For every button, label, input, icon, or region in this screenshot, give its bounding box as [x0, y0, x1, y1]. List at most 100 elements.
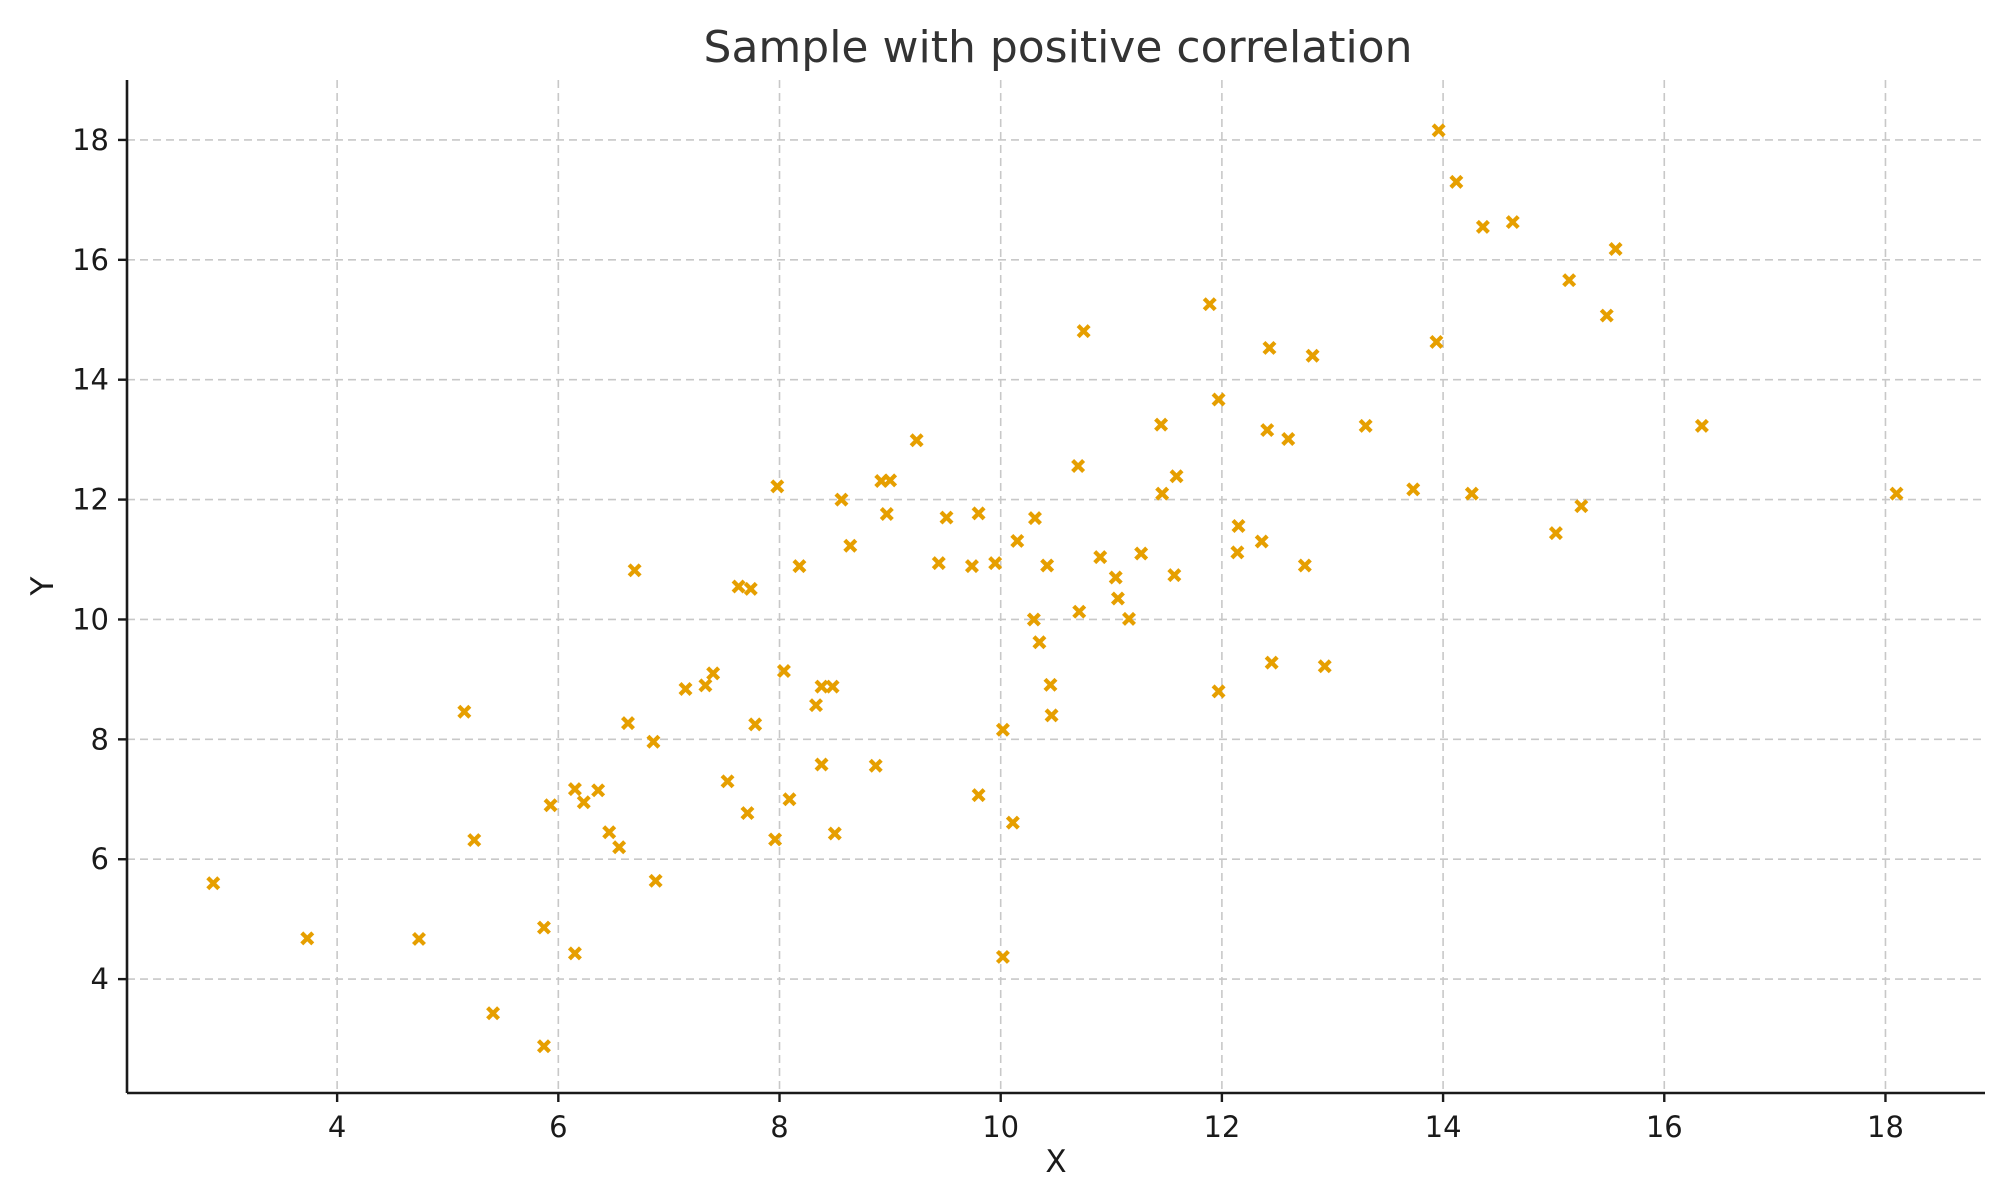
data-point: [971, 506, 986, 521]
data-point: [1431, 123, 1446, 138]
data-point: [1574, 499, 1589, 514]
data-point: [1043, 677, 1058, 692]
y-tick-label: 8: [91, 722, 109, 756]
y-tick-label: 16: [72, 243, 109, 277]
data-point: [1108, 570, 1123, 585]
data-point: [1281, 432, 1296, 447]
y-axis-label: Y: [25, 576, 61, 596]
data-point: [1262, 340, 1277, 355]
data-point: [1406, 482, 1421, 497]
data-point: [698, 678, 713, 693]
data-point: [827, 826, 842, 841]
data-point: [995, 949, 1010, 964]
data-point: [1608, 242, 1623, 257]
data-point: [536, 920, 551, 935]
data-point: [868, 758, 883, 773]
data-point: [1026, 612, 1041, 627]
data-point: [740, 806, 755, 821]
data-point: [1134, 546, 1149, 561]
axes: [125, 80, 1985, 1095]
data-point: [1505, 215, 1520, 230]
x-tick-label: 14: [1425, 1110, 1462, 1144]
data-point: [995, 722, 1010, 737]
data-point: [1028, 511, 1042, 526]
data-point: [743, 581, 758, 596]
data-point: [1449, 174, 1464, 189]
data-point: [1305, 348, 1320, 363]
data-point: [206, 876, 221, 891]
data-point: [486, 1006, 501, 1021]
data-point: [1072, 604, 1087, 619]
data-point: [1169, 469, 1184, 484]
x-tick-label: 16: [1646, 1110, 1683, 1144]
data-point: [879, 506, 894, 521]
data-point: [678, 682, 693, 696]
data-point: [1044, 708, 1059, 723]
y-tick-label: 6: [91, 842, 109, 876]
x-tick-label: 10: [982, 1110, 1019, 1144]
data-point: [1231, 518, 1246, 533]
data-point: [720, 774, 735, 789]
data-point: [1599, 308, 1614, 323]
data-point: [825, 679, 840, 694]
x-tick-label: 12: [1203, 1110, 1240, 1144]
data-point: [1889, 486, 1904, 501]
data-point: [782, 792, 797, 807]
data-point: [1230, 545, 1245, 560]
data-point: [1155, 486, 1170, 501]
data-point: [1211, 684, 1226, 699]
data-point: [467, 833, 482, 848]
data-point: [1317, 659, 1332, 674]
data-point: [1429, 334, 1444, 349]
data-point: [768, 832, 783, 847]
data-point: [1110, 591, 1125, 606]
x-tick-label: 6: [549, 1110, 567, 1144]
y-tick-label: 12: [72, 483, 109, 517]
data-point: [300, 931, 315, 946]
chart-title: Sample with positive correlation: [704, 22, 1413, 73]
data-point: [1562, 273, 1577, 288]
data-point: [621, 716, 635, 731]
data-point: [1358, 418, 1373, 433]
data-point: [988, 556, 1003, 571]
data-point: [1122, 611, 1136, 626]
data-point: [1005, 815, 1020, 830]
data-point: [964, 559, 979, 574]
data-point: [706, 666, 721, 681]
data-point: [748, 717, 763, 732]
data-point: [1040, 558, 1055, 573]
data-point: [971, 788, 986, 803]
y-tick-label: 14: [72, 363, 109, 397]
data-point: [814, 757, 829, 772]
data-point: [883, 473, 898, 488]
data-point: [1154, 417, 1169, 432]
data-point: [1010, 533, 1025, 548]
data-point: [1211, 392, 1226, 407]
data-point: [612, 840, 627, 855]
data-point: [834, 492, 849, 507]
data-point: [931, 556, 946, 571]
data-point: [591, 783, 606, 798]
data-point: [770, 479, 785, 494]
data-point: [939, 510, 954, 525]
data-point: [814, 679, 829, 694]
data-point: [1167, 568, 1182, 583]
y-axis-ticks: 4 6 8 10 12 14 16 18: [72, 123, 127, 996]
data-point: [602, 825, 617, 840]
data-point: [457, 704, 472, 719]
data-point: [909, 433, 924, 448]
data-point: [1260, 423, 1275, 438]
data-point: [731, 579, 746, 594]
data-point: [627, 563, 642, 578]
y-tick-label: 18: [72, 123, 109, 157]
x-tick-label: 4: [328, 1110, 346, 1144]
data-point: [809, 698, 823, 713]
x-axis-label: X: [1045, 1144, 1066, 1180]
data-point: [648, 873, 663, 888]
data-point: [1071, 459, 1086, 474]
grid-lines: [127, 80, 1985, 1093]
data-point: [646, 734, 661, 749]
data-point: [576, 795, 591, 810]
data-points: [206, 123, 1904, 1054]
